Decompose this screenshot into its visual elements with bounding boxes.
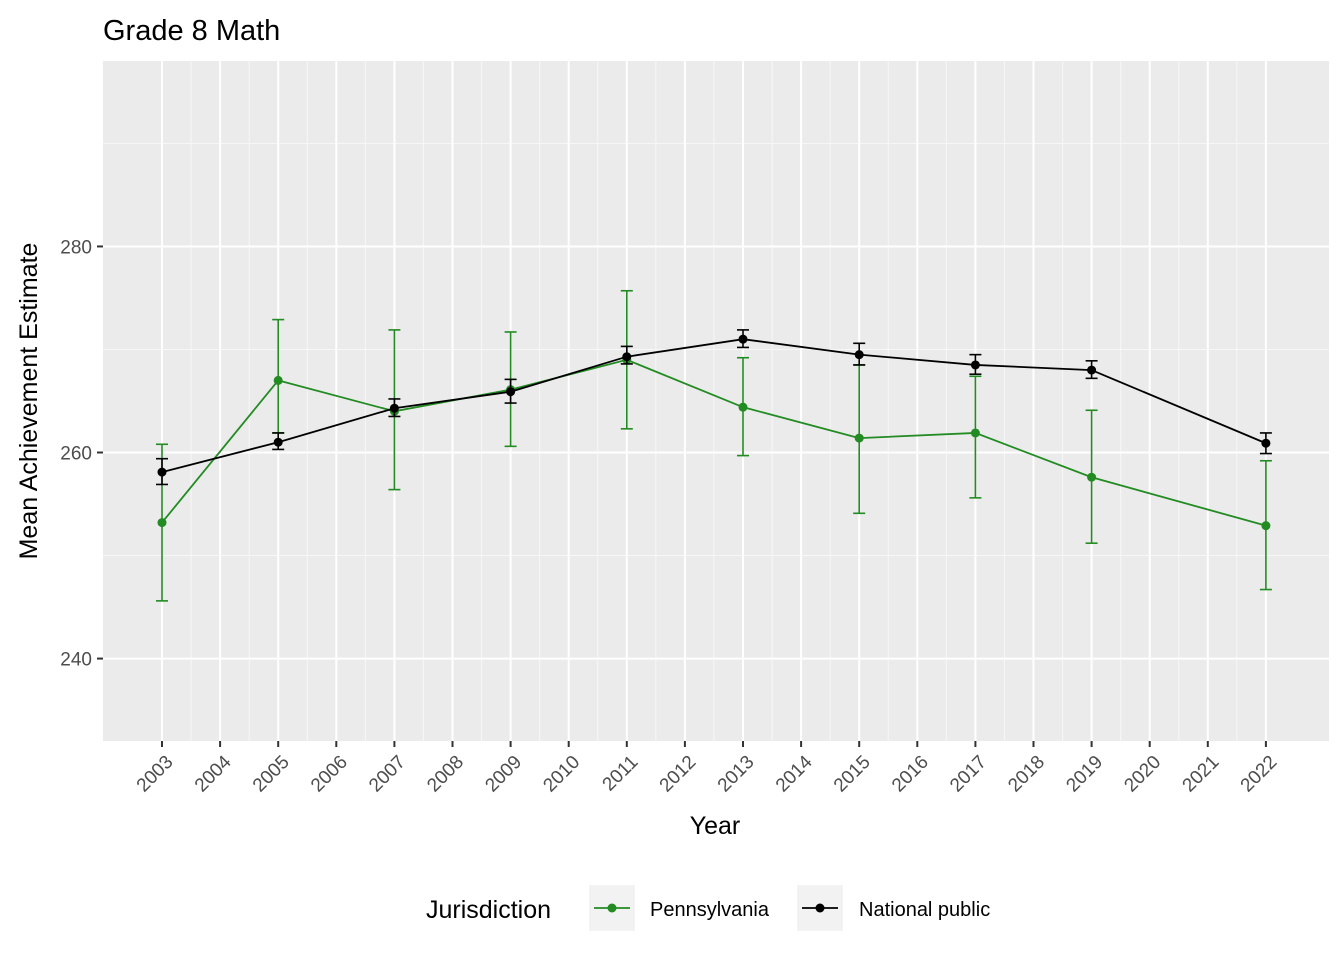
data-point <box>273 437 283 447</box>
x-tick-label: 2005 <box>249 752 294 797</box>
x-tick-label: 2019 <box>1062 752 1107 797</box>
y-tick-label: 280 <box>60 237 92 258</box>
data-point <box>970 428 980 438</box>
data-point <box>738 334 748 344</box>
x-tick-label: 2006 <box>307 752 352 797</box>
x-axis: 2003 2004 2005 2006 2007 2008 2009 2010 2011 2012… <box>133 741 1282 797</box>
x-tick-label: 2007 <box>365 752 410 797</box>
x-tick-label: 2008 <box>423 752 468 797</box>
x-tick-label: 2003 <box>133 752 178 797</box>
data-point <box>157 518 167 528</box>
series-line <box>161 338 1267 473</box>
legend: Jurisdiction Pennsylvania National public <box>426 885 990 931</box>
x-tick-label: 2010 <box>539 752 584 797</box>
x-axis-label: Year <box>690 812 741 840</box>
x-tick-label: 2020 <box>1120 752 1165 797</box>
data-point <box>1087 472 1097 482</box>
x-tick-label: 2018 <box>1004 752 1049 797</box>
data-point <box>1261 521 1271 531</box>
series-layer <box>156 289 1272 602</box>
data-point <box>506 387 516 397</box>
grid-minor <box>103 61 1329 741</box>
legend-key-point <box>607 903 617 913</box>
data-point <box>157 467 167 477</box>
series-national-public <box>156 329 1272 486</box>
data-point <box>273 375 283 385</box>
data-point <box>854 433 864 443</box>
legend-key-pennsylvania <box>589 885 635 931</box>
x-tick-label: 2004 <box>191 751 236 796</box>
data-point <box>970 360 980 370</box>
data-point <box>1087 365 1097 375</box>
y-axis: 240 260 280 <box>60 237 103 671</box>
y-tick-label: 260 <box>60 444 92 465</box>
data-point <box>854 350 864 360</box>
y-axis-label: Mean Achievement Estimate <box>15 243 43 560</box>
x-tick-label: 2013 <box>714 752 759 797</box>
x-tick-label: 2009 <box>481 752 526 797</box>
x-tick-label: 2017 <box>946 752 991 797</box>
x-tick-label: 2015 <box>830 752 875 797</box>
data-point <box>1261 438 1271 448</box>
x-tick-label: 2012 <box>656 752 701 797</box>
x-tick-label: 2011 <box>599 752 643 796</box>
legend-title: Jurisdiction <box>426 896 551 924</box>
plot-panel <box>103 61 1329 741</box>
legend-label: National public <box>859 899 990 921</box>
x-tick-label: 2016 <box>888 752 933 797</box>
y-tick-label: 240 <box>60 650 92 671</box>
legend-key-national-public <box>797 885 843 931</box>
x-tick-label: 2014 <box>772 751 817 796</box>
data-point <box>622 352 632 362</box>
data-point <box>389 403 399 413</box>
series-line <box>161 358 1267 527</box>
x-tick-label: 2021 <box>1179 752 1224 797</box>
legend-label: Pennsylvania <box>650 899 770 921</box>
data-point <box>738 402 748 412</box>
legend-key-point <box>815 903 825 913</box>
chart-title: Grade 8 Math <box>103 15 280 47</box>
x-tick-label: 2022 <box>1237 752 1282 797</box>
